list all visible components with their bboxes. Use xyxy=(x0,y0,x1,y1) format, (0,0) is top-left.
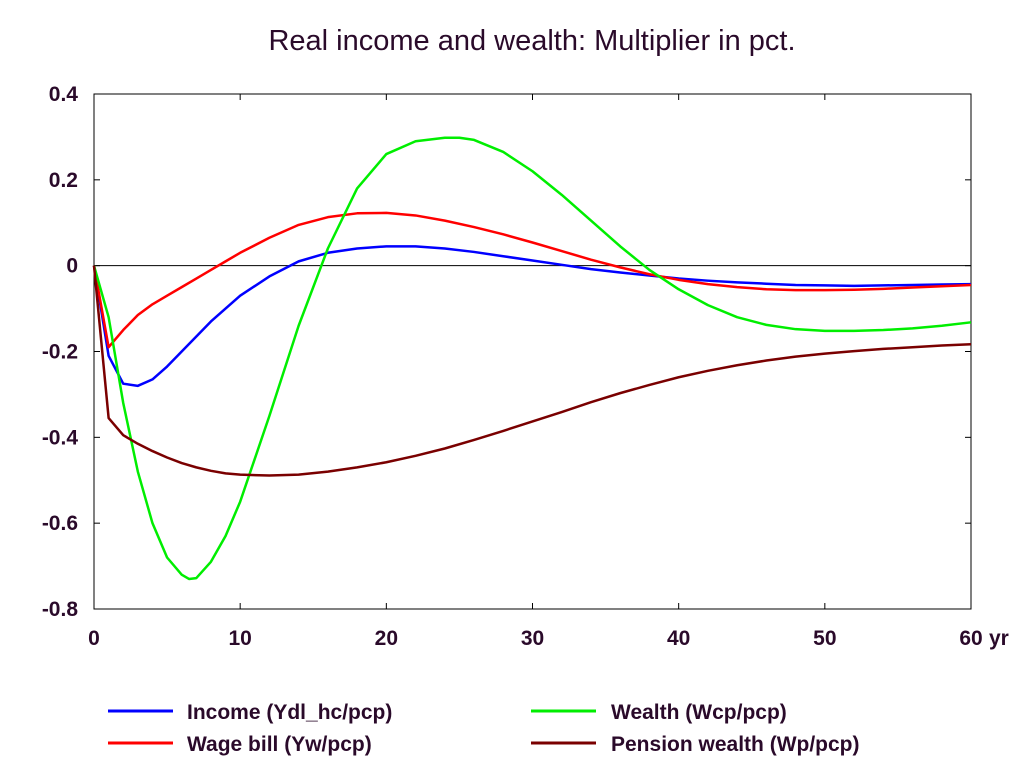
x-tick-label: 40 xyxy=(667,627,690,650)
y-tick-label: 0.4 xyxy=(49,83,79,106)
series-line-4 xyxy=(92,265,972,477)
chart-title: Real income and wealth: Multiplier in pc… xyxy=(268,25,795,57)
y-tick-label: -0.2 xyxy=(42,341,78,364)
y-tick-label: 0.2 xyxy=(49,169,78,192)
series-layer xyxy=(92,136,972,581)
x-tick-label: 50 xyxy=(813,627,836,650)
plot-area: 0 10 20 30 40 50 60 yr 0.4 0.2 0 -0.2 -0.4 -0.6 -0.8 xyxy=(42,83,1009,650)
x-tick-label: 20 xyxy=(375,627,398,650)
legend-label: Income (Ydl_hc/pcp) xyxy=(187,701,392,724)
legend-label: Wealth (Wcp/pcp) xyxy=(611,701,787,724)
legend-item: Wealth (Wcp/pcp) xyxy=(531,701,787,724)
legend-item: Wage bill (Yw/pcp) xyxy=(108,733,372,756)
y-tick-label: 0 xyxy=(66,255,78,278)
y-tick-label: -0.8 xyxy=(42,598,79,621)
series-line-1 xyxy=(92,245,972,388)
y-tick-label: -0.6 xyxy=(42,512,78,535)
legend: Income (Ydl_hc/pcp) Wage bill (Yw/pcp) Wea… xyxy=(108,701,860,756)
legend-item: Pension wealth (Wp/pcp) xyxy=(531,733,860,756)
legend-label: Pension wealth (Wp/pcp) xyxy=(611,733,860,756)
x-axis-unit-label: yr xyxy=(989,627,1009,650)
x-tick-label: 0 xyxy=(88,627,100,650)
series-line-2 xyxy=(92,211,972,349)
series-line-3 xyxy=(92,136,972,581)
legend-item: Income (Ydl_hc/pcp) xyxy=(108,701,392,724)
x-tick-label: 60 xyxy=(959,627,982,650)
y-tick-label: -0.4 xyxy=(42,426,79,449)
x-tick-label: 30 xyxy=(521,627,544,650)
x-tick-label: 10 xyxy=(228,627,251,650)
legend-label: Wage bill (Yw/pcp) xyxy=(187,733,372,756)
